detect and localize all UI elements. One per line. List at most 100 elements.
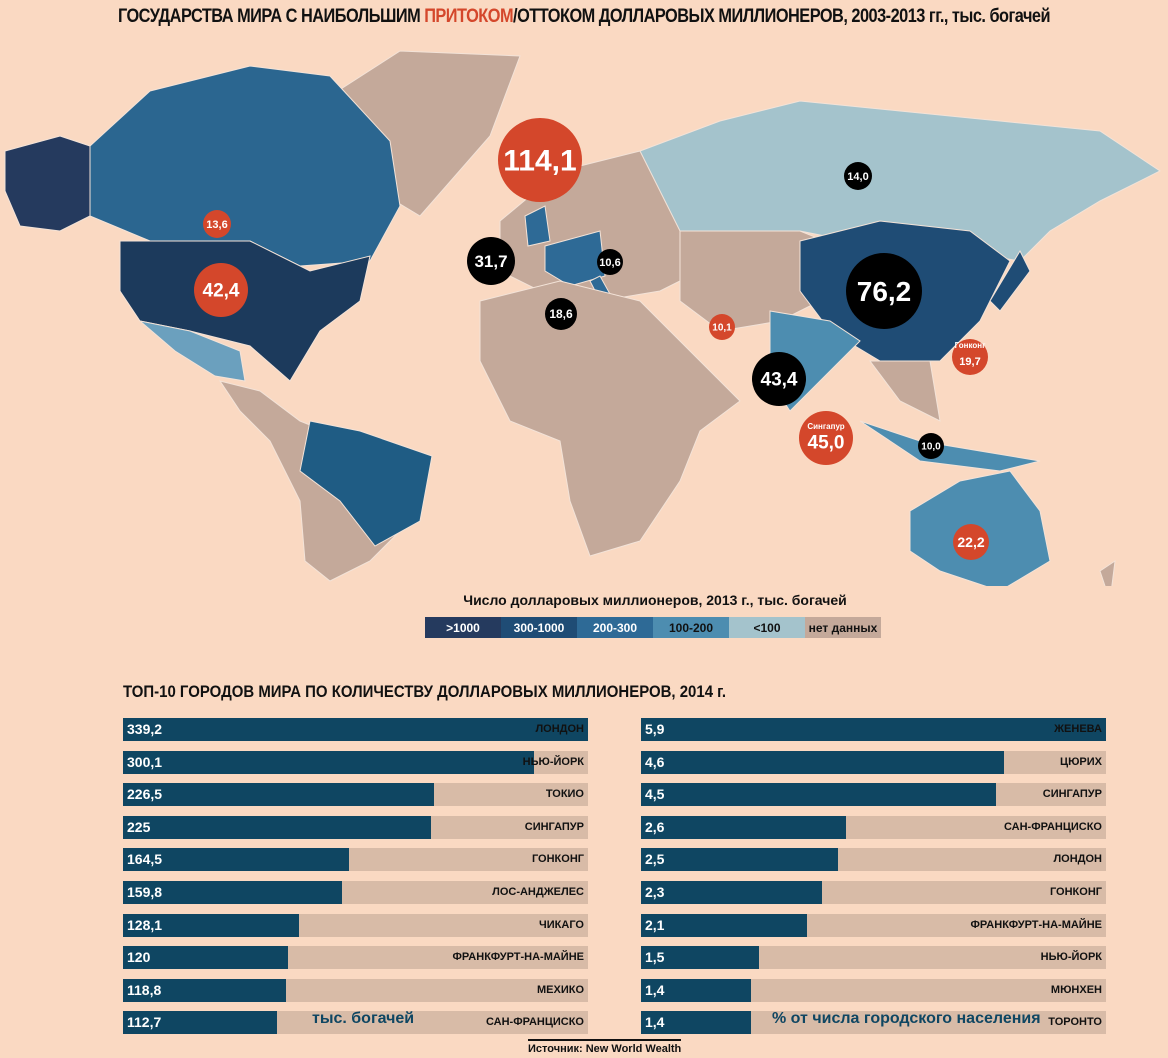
bar-row: 339,2 ЛОНДОН	[123, 718, 588, 741]
africa	[479, 280, 741, 557]
bubble-value: 14,0	[847, 171, 868, 183]
bubble-label: Сингапур	[807, 422, 844, 431]
bar	[641, 815, 846, 839]
bar	[123, 750, 535, 774]
bar-chart-percent: 5,9 ЖЕНЕВА 4,6 ЦЮРИХ 4,5 СИНГАПУР 2,6 САН-ФРАНЦ…	[641, 718, 1106, 1044]
bar	[641, 978, 752, 1002]
bubble-value: 114,1	[503, 145, 576, 178]
world-map: 114,1 42,4 13,6 31,7 10,6 18,6 14,0 76,2 43,4 10,…	[4, 50, 1161, 586]
legend-item: >1000	[425, 617, 501, 638]
unit-label-percent: % от числа городского населения	[772, 1010, 1041, 1027]
bar-row: 2,5 ЛОНДОН	[641, 848, 1106, 872]
title-part1: ГОСУДАРСТВА МИРА С НАИБОЛЬШИМ	[117, 6, 425, 27]
brazil	[299, 420, 433, 547]
bubble-inflow: 19,7 Гонконг	[952, 339, 988, 375]
legend-title: Число долларовых миллионеров, 2013 г., т…	[463, 592, 847, 608]
bubble-value: 22,2	[957, 534, 984, 550]
bar-value-label: 339,2	[127, 721, 163, 737]
bar-section-title: ТОП-10 ГОРОДОВ МИРА ПО КОЛИЧЕСТВУ ДОЛЛАР…	[123, 682, 727, 701]
bar-city-label: ЦЮРИХ	[1060, 755, 1102, 768]
bubble-circle	[498, 118, 582, 202]
bar-city-label: ФРАНКФУРТ-НА-МАЙНЕ	[452, 951, 584, 964]
bubble-layer: 114,1 42,4 13,6 31,7 10,6 18,6 14,0 76,2 43,4 10,…	[194, 118, 989, 560]
legend-item: 200-300	[577, 617, 653, 638]
bubble-value: 10,1	[712, 323, 732, 334]
bar-value-label: 164,5	[127, 851, 163, 868]
bubble-inflow: 10,1	[709, 314, 735, 340]
bubble-outflow: 14,0	[844, 162, 872, 190]
bubble-outflow: 76,2	[846, 253, 922, 329]
bar	[123, 1011, 278, 1035]
legend-item: 100-200	[653, 617, 729, 638]
bar-value-label: 4,5	[645, 786, 665, 803]
bar-value-label: 120	[127, 949, 151, 966]
bar-row: 225 СИНГАПУР	[123, 815, 588, 839]
bubble-value: 76,2	[857, 276, 912, 307]
bar-city-label: ГОНКОНГ	[1049, 885, 1102, 898]
bar	[123, 815, 432, 839]
bubble-circle	[467, 237, 515, 285]
bar-value-label: 1,4	[645, 981, 665, 998]
bar-value-label: 226,5	[127, 786, 163, 803]
bar-row: 159,8 ЛОС-АНДЖЕЛЕС	[123, 880, 588, 904]
bubble-circle	[597, 249, 623, 275]
bubble-circle	[752, 352, 806, 406]
bar-city-label: ГОНКОНГ	[531, 853, 584, 866]
bar-city-label: ЛОНДОН	[1053, 853, 1102, 866]
bar-row: 2,6 САН-ФРАНЦИСКО	[641, 815, 1106, 839]
bar	[123, 978, 286, 1002]
bar-row: 118,8 МЕХИКО	[123, 978, 588, 1002]
bar-value-label: 1,5	[645, 949, 665, 966]
bubble-circle	[953, 524, 989, 560]
bar-city-label: ЖЕНЕВА	[1054, 723, 1102, 735]
bar	[641, 718, 1106, 741]
bar-row: 5,9 ЖЕНЕВА	[641, 718, 1106, 741]
bubble-inflow: 42,4	[194, 263, 248, 317]
bubble-outflow: 43,4	[752, 352, 806, 406]
bar-row: 2,1 ФРАНКФУРТ-НА-МАЙНЕ	[641, 913, 1106, 937]
bubble-value: 10,0	[921, 442, 941, 453]
bar-row: 300,1 НЬЮ-ЙОРК	[123, 750, 588, 774]
bar-row: 128,1 ЧИКАГО	[123, 913, 588, 937]
bubble-outflow: 18,6	[545, 298, 577, 330]
bar-city-label: САН-ФРАНЦИСКО	[1003, 820, 1102, 833]
legend-item: <100	[729, 617, 805, 638]
bubble-circle	[799, 411, 853, 465]
bar-value-label: 2,3	[645, 883, 665, 900]
se-asia	[869, 360, 941, 422]
bar-row: 2,3 ГОНКОНГ	[641, 880, 1106, 904]
bubble-value: 45,0	[808, 433, 845, 454]
bar-city-label: НЬЮ-ЙОРК	[1040, 951, 1102, 964]
bar-city-label: МЮНХЕН	[1050, 983, 1102, 996]
bubble-inflow: 13,6	[203, 210, 231, 238]
mexico	[138, 320, 246, 382]
bar	[123, 946, 288, 970]
bar	[123, 718, 588, 741]
bubble-value: 18,6	[549, 307, 573, 321]
title-part2: /ОТТОКОМ ДОЛЛАРОВЫХ МИЛЛИОНЕРОВ, 2003-20…	[513, 6, 1051, 27]
bar-row: 112,7 САН-ФРАНЦИСКО	[123, 1011, 588, 1035]
unit-label-count: тыс. богачей	[312, 1010, 415, 1027]
bar-city-label: ЛОНДОН	[535, 723, 584, 735]
bar	[641, 783, 996, 807]
bubble-outflow: 10,6	[597, 249, 623, 275]
bar-city-label: ФРАНКФУРТ-НА-МАЙНЕ	[970, 918, 1102, 931]
bar-row: 1,4 ТОРОНТО	[641, 1011, 1106, 1035]
main-title: ГОСУДАРСТВА МИРА С НАИБОЛЬШИМ ПРИТОКОМ/О…	[82, 6, 1086, 28]
bubble-value: 42,4	[203, 281, 240, 302]
bubble-label: Гонконг	[955, 341, 986, 350]
canada	[89, 65, 401, 267]
bar-city-label: ТОКИО	[545, 788, 584, 801]
bubble-circle	[545, 298, 577, 330]
bar-city-label: СИНГАПУР	[1042, 788, 1102, 801]
bar-city-label: ЧИКАГО	[539, 918, 584, 931]
bubble-value: 10,6	[599, 257, 620, 269]
bar-chart-count: 339,2 ЛОНДОН 300,1 НЬЮ-ЙОРК 226,5 ТОКИО 225 СИН…	[123, 718, 588, 1044]
bar-row: 1,4 МЮНХЕН	[641, 978, 1106, 1002]
bubble-value: 31,7	[474, 252, 507, 271]
bubble-value: 19,7	[959, 356, 980, 368]
bar-row: 1,5 НЬЮ-ЙОРК	[641, 946, 1106, 970]
bar	[641, 750, 1004, 774]
bar-city-label: СИНГАПУР	[524, 820, 584, 833]
